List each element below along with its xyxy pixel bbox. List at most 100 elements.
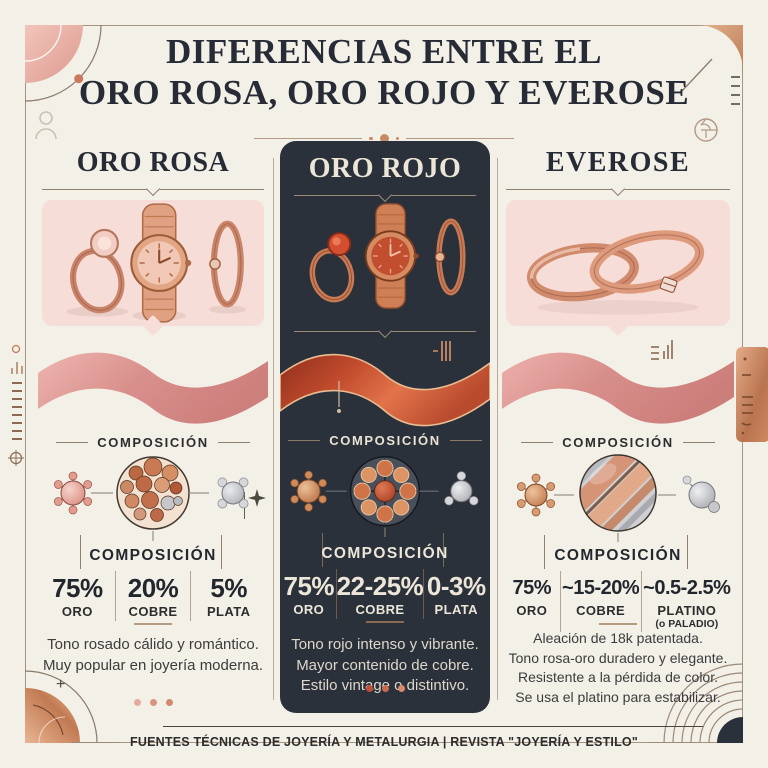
column-everose: EVEROSE — [502, 143, 734, 715]
panel-underline — [294, 323, 476, 339]
jewelry-illustration-rose-gold — [66, 203, 246, 323]
footer-line — [649, 741, 696, 743]
footer-rule — [163, 726, 703, 727]
corner-arcs-bottom-left-icon — [25, 670, 98, 743]
description: Tono rosado cálido y romántico. Muy popu… — [42, 636, 264, 674]
column-divider — [273, 158, 274, 700]
corner-arcs-bottom-right-icon — [663, 663, 743, 743]
composition-value: 75% — [52, 573, 103, 603]
plus-icon: + — [56, 676, 66, 693]
composition-label: COMPOSICIÓN — [280, 433, 490, 448]
composition-value: 75% — [283, 571, 335, 601]
drop-line-icon — [337, 381, 341, 413]
flank-line — [443, 533, 444, 567]
flank-line — [544, 535, 545, 569]
composition-element: ORO — [61, 604, 93, 619]
corner-disc-top-right-icon — [681, 25, 743, 92]
flank-line — [221, 535, 222, 569]
composition-subtitle: COMPOSICIÓN — [89, 547, 217, 564]
composition-item: 75% ORO — [40, 571, 115, 621]
composition-element: ORO — [516, 603, 548, 618]
chart-bars-icon — [651, 340, 673, 360]
ellipsis-dots-icon — [38, 699, 268, 706]
composition-element: ORO — [293, 602, 325, 617]
description: Tono rojo intenso y vibrante. Mayor cont… — [291, 636, 479, 695]
header-underline — [294, 187, 476, 203]
composition-subtitle: COMPOSICIÓN — [321, 545, 449, 562]
chevron-down-icon — [610, 181, 626, 197]
jewelry-illustration-red-gold — [309, 203, 466, 309]
ribbon-rose — [38, 352, 268, 424]
footer-text: FUENTES TÉCNICAS DE JOYERÍA Y METALURGIA… — [130, 735, 638, 749]
molecule-diagram-everose — [516, 454, 720, 542]
composition-grid: 75% ORO ~15-20% COBRE ~0.5-2.5% PLATINO … — [504, 571, 732, 632]
column-oro-rosa: ORO ROSA — [38, 143, 268, 715]
ribbon-rose — [502, 352, 734, 424]
composition-value: 5% — [210, 573, 247, 603]
signal-bars-icon — [433, 341, 451, 361]
jewelry-panel — [506, 200, 730, 326]
composition-value: 22-25% — [336, 571, 424, 601]
ruler-ticks-icon — [12, 382, 22, 444]
composition-item: 75% ORO — [504, 571, 560, 632]
composition-element: COBRE — [128, 604, 178, 619]
header-underline — [42, 181, 264, 197]
flank-line — [80, 535, 81, 569]
composition-item: 5% PLATA — [190, 571, 266, 621]
corner-arcs-top-left-icon — [25, 25, 102, 102]
composition-label: COMPOSICIÓN — [502, 435, 734, 450]
medallion-icon — [694, 118, 718, 142]
composition-value: ~15-20% — [562, 577, 640, 599]
ribbon-red — [280, 353, 490, 427]
column-divider — [497, 158, 498, 700]
chevron-down-icon — [377, 323, 393, 339]
molecule-diagram-rose — [53, 456, 249, 541]
small-divider — [366, 621, 404, 623]
composition-subtitle: COMPOSICIÓN — [554, 547, 682, 564]
composition-element: PLATINO — [657, 603, 717, 618]
composition-value: 75% — [512, 577, 552, 599]
title-divider — [254, 134, 514, 143]
composition-item: 22-25% COBRE — [335, 569, 424, 619]
jewelry-illustration-everose-rings — [526, 230, 705, 315]
column-header: ORO ROJO — [308, 153, 462, 184]
footer: FUENTES TÉCNICAS DE JOYERÍA Y METALURGIA… — [0, 735, 768, 749]
flank-line — [687, 535, 688, 569]
composition-element: PLATA — [206, 604, 251, 619]
composition-grid: 75% ORO 22-25% COBRE 0-3% PLATA — [282, 569, 488, 619]
column-header: EVEROSE — [545, 147, 691, 178]
chart-bars-icon — [11, 344, 23, 374]
composition-item: 20% COBRE — [114, 571, 191, 621]
composition-item: ~15-20% COBRE — [559, 571, 641, 632]
small-divider — [599, 623, 637, 625]
chevron-down-icon — [145, 181, 161, 197]
composition-element-alt: (o PALADIO) — [655, 618, 719, 630]
composition-grid: 75% ORO 20% COBRE 5% PLATA — [40, 571, 266, 621]
header-underline — [506, 181, 730, 197]
flank-line — [322, 533, 323, 567]
composition-item: ~0.5-2.5% PLATINO (o PALADIO) — [640, 571, 732, 632]
column-header: ORO ROSA — [76, 147, 230, 178]
molecule-diagram-red — [290, 456, 479, 537]
composition-element: PLATA — [434, 602, 478, 617]
footer-line — [72, 741, 119, 743]
column-oro-rojo: ORO ROJO — [280, 141, 490, 713]
composition-element: COBRE — [355, 602, 405, 617]
composition-value: 0-3% — [426, 571, 486, 601]
page-title-line2: ORO ROSA, ORO ROJO Y EVEROSE — [78, 72, 690, 112]
person-icon — [35, 111, 57, 140]
jewelry-panel — [288, 191, 482, 321]
composition-item: 75% ORO — [282, 569, 336, 619]
composition-item: 0-3% PLATA — [423, 569, 488, 619]
jewelry-panel — [42, 200, 264, 326]
page-title: DIFERENCIAS ENTRE EL ORO ROSA, ORO ROJO … — [60, 32, 708, 113]
sparkle-icon — [248, 489, 266, 507]
ellipsis-dots-icon — [280, 685, 490, 692]
copper-swatch — [736, 347, 768, 442]
composition-element: COBRE — [576, 603, 626, 618]
composition-value: ~0.5-2.5% — [643, 577, 731, 599]
description: Aleación de 18k patentada. Tono rosa-oro… — [508, 630, 728, 705]
crosshair-icon — [8, 450, 24, 466]
small-divider — [134, 623, 172, 625]
composition-value: 20% — [127, 573, 179, 603]
